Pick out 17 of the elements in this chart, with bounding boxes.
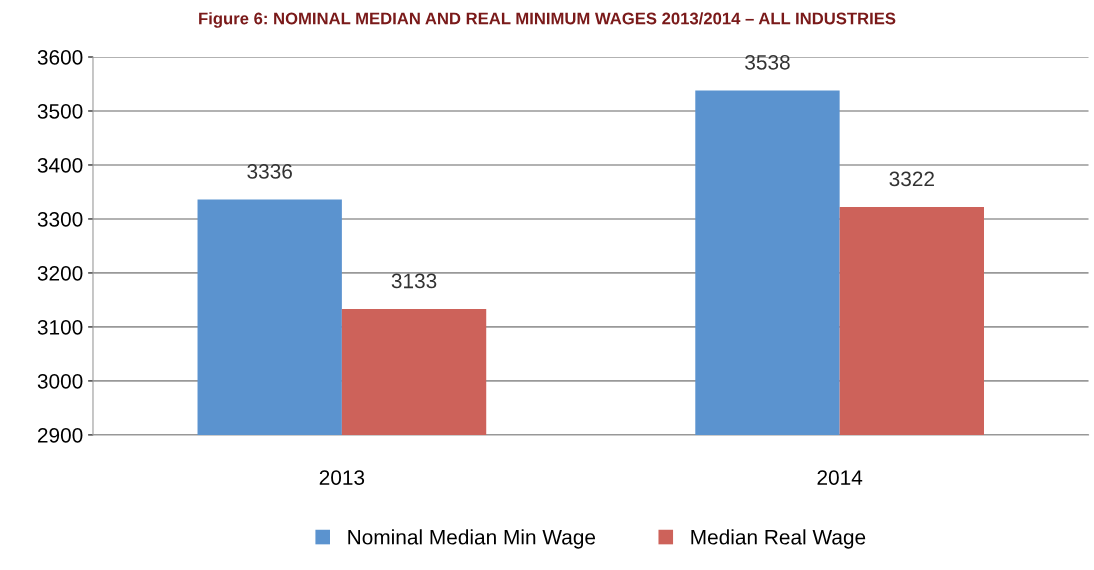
data-label: 3336 [247,163,292,179]
y-tick-label: 3400 [37,157,83,173]
y-tick-label: 2900 [37,427,83,443]
x-tick-label: 2014 [817,470,863,485]
y-tick-label: 3300 [37,211,83,227]
legend-label: Nominal Median Min Wage [348,529,596,549]
y-tick-label: 3600 [37,50,83,65]
chart-title: Figure 6: NOMINAL MEDIAN AND REAL MINIMUM WAGES 2013/2014 – ALL INDUSTRIES [199,12,896,28]
y-tick-label: 3100 [37,319,83,335]
legend-label: Median Real Wage [691,529,866,549]
y-tick-label: 3000 [37,373,83,389]
data-label: 3538 [745,54,790,70]
y-tick-label: 3500 [37,103,83,119]
data-label: 3322 [889,171,934,187]
data-label: 3133 [391,273,437,289]
x-tick-label: 2013 [319,470,365,485]
y-tick-label: 3200 [37,265,83,281]
